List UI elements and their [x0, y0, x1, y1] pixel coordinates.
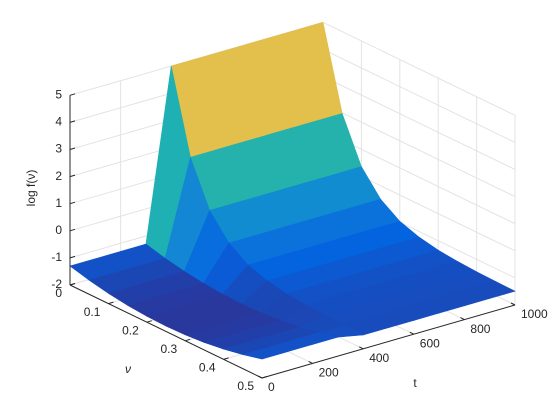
x-tick-label: 1000 [521, 307, 548, 321]
y-tick-label: 0.4 [199, 361, 216, 375]
x-tick-label: 400 [369, 351, 389, 365]
y-tick [223, 357, 229, 360]
y-tick-label: 0.2 [122, 323, 139, 337]
x-tick [308, 360, 313, 364]
z-tick [69, 93, 76, 96]
z-axis-label: log f(ν) [24, 170, 38, 207]
y-tick [108, 301, 114, 305]
x-tick-label: 600 [420, 336, 440, 350]
grid-line [322, 48, 516, 143]
z-tick [69, 228, 76, 232]
grid-line [322, 21, 516, 116]
grid-line [322, 103, 516, 198]
x-tick [358, 346, 364, 350]
z-tick-label: 1 [55, 196, 62, 210]
x-tick [510, 302, 516, 306]
x-axis-label: t [413, 376, 417, 390]
axes-layer: -2 -1 0 1 2 3 4 5 0 0.1 0.2 0.3 0.4 0.5 0 200 400 600 800 1… [51, 87, 548, 394]
x-axis-line [261, 304, 516, 379]
z-tick [69, 201, 76, 205]
y-tick-label: 0 [55, 286, 62, 300]
grid-line [322, 76, 516, 170]
y-axis-line [69, 284, 263, 379]
y-axis-label: ν [125, 362, 131, 376]
z-tick-label: 2 [55, 169, 62, 183]
z-tick-label: 4 [55, 115, 62, 129]
x-tick-label: 200 [319, 366, 339, 380]
surface [69, 21, 516, 360]
y-tick [185, 338, 191, 342]
z-tick [69, 120, 76, 123]
x-tick-label: 800 [470, 322, 490, 336]
y-tick [146, 320, 152, 323]
z-tick-label: 0 [55, 223, 62, 237]
z-tick-label: 3 [55, 142, 62, 156]
surface-patch [241, 346, 289, 360]
x-tick-label: 0 [268, 380, 275, 394]
z-tick [69, 255, 76, 259]
y-tick-label: 0.5 [237, 379, 254, 393]
z-tick-label: -2 [51, 277, 62, 291]
y-tick [69, 283, 76, 286]
z-tick [69, 147, 76, 150]
y-tick-label: 0.1 [84, 305, 101, 319]
z-tick [69, 174, 76, 178]
z-tick-label: 5 [55, 87, 62, 101]
x-tick [409, 331, 415, 335]
y-tick [261, 376, 268, 379]
x-tick [460, 317, 465, 321]
z-tick-label: -1 [51, 250, 62, 264]
grid-line [322, 130, 516, 225]
x-tick [257, 375, 263, 379]
y-tick-label: 0.3 [161, 342, 178, 356]
